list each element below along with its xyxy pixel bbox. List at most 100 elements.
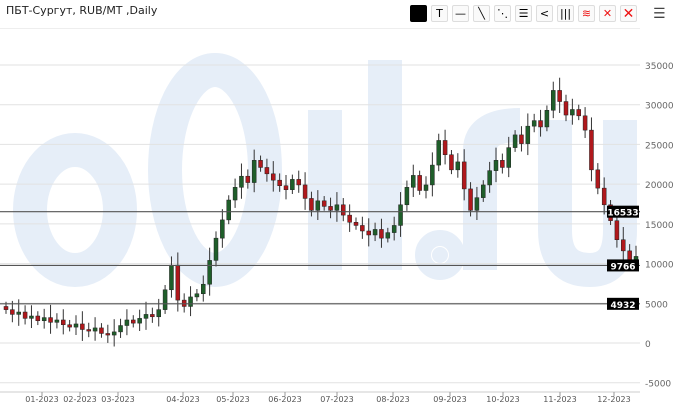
candle: [430, 152, 435, 197]
candle: [468, 182, 473, 217]
color-swatch-button[interactable]: [410, 5, 427, 22]
x-tick-label: 02-2023: [63, 395, 96, 404]
candle: [61, 309, 66, 335]
candle: [137, 309, 142, 332]
levels-button[interactable]: ☰: [515, 5, 532, 22]
hamburger-menu-icon[interactable]: ☰: [653, 6, 666, 22]
candle-body: [251, 160, 257, 183]
candle-body: [3, 306, 9, 310]
delete-all-button[interactable]: ✕: [620, 5, 637, 22]
candle-body: [111, 331, 117, 336]
candle-body: [436, 140, 441, 166]
trend-line-button[interactable]: ╲: [473, 5, 490, 22]
candle: [41, 308, 47, 329]
candle: [22, 305, 28, 325]
candle-body: [290, 179, 295, 190]
candle-body: [531, 120, 537, 127]
candle: [385, 227, 391, 243]
fan-icon: <: [539, 7, 550, 20]
candle: [10, 300, 15, 323]
candle: [417, 170, 422, 195]
candle-body: [328, 206, 333, 211]
candle: [551, 81, 556, 119]
candle: [366, 218, 371, 247]
candle-body: [54, 319, 60, 323]
y-tick-label: 30000: [645, 102, 674, 112]
candle-body: [213, 237, 219, 261]
candle-body: [379, 229, 384, 239]
candle: [481, 180, 486, 202]
candle: [67, 319, 72, 332]
candle-body: [92, 327, 98, 332]
level-label: 9766: [610, 262, 635, 272]
candle-body: [442, 140, 448, 156]
candle-body: [22, 311, 28, 319]
candle-body: [73, 323, 79, 328]
vertical-lines-button[interactable]: |||: [557, 5, 574, 22]
x-tick-label: 05-2023: [216, 395, 249, 404]
candle: [277, 173, 282, 192]
horizontal-line-button[interactable]: —: [452, 5, 469, 22]
candle-body: [563, 101, 569, 116]
candle: [302, 172, 308, 210]
candle: [493, 147, 499, 183]
candle-body: [347, 214, 352, 223]
candle: [404, 180, 410, 211]
candle: [449, 149, 454, 175]
watermark-letter-e: [13, 133, 137, 287]
level-label: 16533: [607, 209, 638, 219]
fan-button[interactable]: <: [536, 5, 553, 22]
parallel-lines-button[interactable]: ⋱: [494, 5, 511, 22]
candle-body: [61, 319, 66, 325]
candle-body: [188, 296, 193, 307]
candle-body: [512, 134, 518, 148]
candle: [461, 149, 467, 201]
candle-body: [589, 129, 594, 171]
candle-body: [99, 327, 104, 334]
candle-body: [48, 317, 53, 323]
candle: [29, 305, 34, 329]
level-label-bg: [607, 259, 639, 272]
candle-body: [595, 169, 601, 189]
watermark-letter-u: [538, 120, 637, 288]
candle: [131, 315, 136, 328]
candle: [48, 304, 53, 334]
candle-body: [80, 323, 85, 330]
candle-body: [551, 90, 556, 111]
candle: [353, 217, 359, 230]
candle: [614, 211, 620, 248]
candle-body: [398, 204, 403, 226]
delete-button[interactable]: ✕: [599, 5, 616, 22]
candle-body: [474, 197, 480, 211]
candle: [162, 285, 168, 314]
candle-body: [277, 179, 282, 186]
chart-title: ПБТ-Сургут, RUB/MT ,Daily: [6, 4, 158, 17]
candle: [334, 192, 340, 222]
candle-body: [41, 317, 47, 322]
text-tool-button[interactable]: T: [431, 5, 448, 22]
vertical-lines-icon: |||: [559, 7, 572, 20]
layers-button[interactable]: ≋: [578, 5, 595, 22]
candle: [621, 227, 626, 263]
x-tick-label: 10-2023: [486, 395, 519, 404]
candle: [232, 178, 238, 208]
candle: [379, 218, 384, 248]
y-tick-label: 0: [645, 340, 651, 350]
candle-body: [627, 250, 632, 261]
delete-icon: ✕: [602, 7, 613, 20]
candle: [423, 176, 429, 199]
candle: [341, 198, 346, 222]
candle: [487, 161, 492, 193]
candle-body: [131, 319, 136, 324]
candle: [80, 311, 85, 341]
candle-body: [417, 175, 422, 191]
candle-body: [461, 161, 467, 190]
candle-body: [544, 110, 550, 128]
candle: [271, 161, 276, 192]
candle: [245, 169, 251, 189]
candle: [309, 191, 314, 217]
candle-body: [118, 325, 123, 333]
candle-body: [614, 220, 620, 240]
candle-body: [226, 199, 231, 221]
